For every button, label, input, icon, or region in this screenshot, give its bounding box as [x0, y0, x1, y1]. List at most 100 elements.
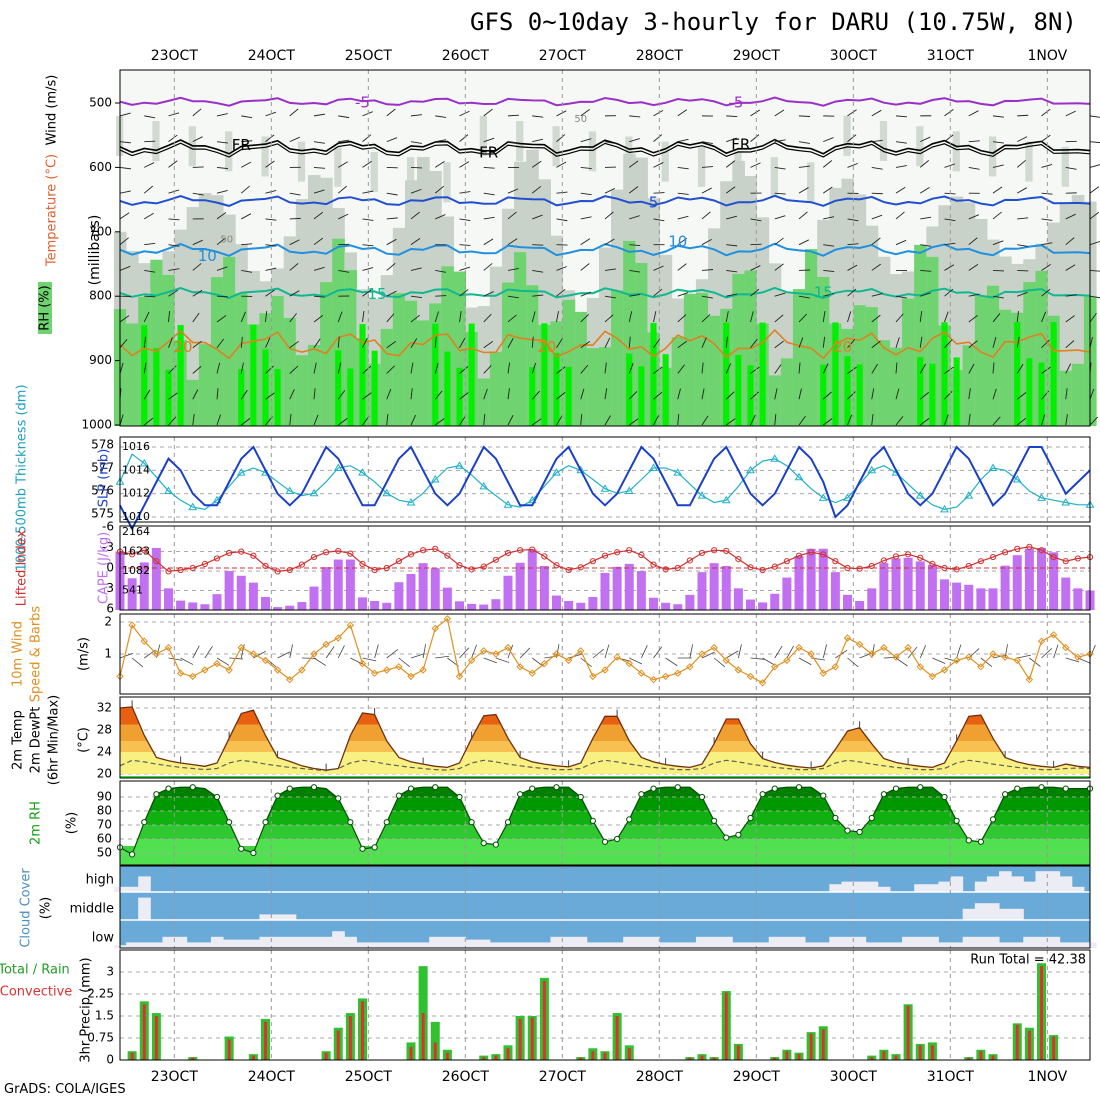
- cape-tick-3: 2164: [122, 525, 150, 538]
- wind-marker: [480, 647, 488, 655]
- li-marker: [977, 558, 984, 565]
- wind-barb: [823, 269, 835, 273]
- rh-band-high: [335, 350, 342, 426]
- wind-barb: [1065, 213, 1076, 220]
- rh-band-high: [747, 365, 754, 426]
- rh2m-marker: [1062, 785, 1069, 792]
- wind-barb: [434, 336, 437, 348]
- surface-barb: [774, 645, 783, 659]
- li-marker: [795, 552, 803, 559]
- cloud-mid-cell: [259, 914, 273, 920]
- wind-barb: [119, 190, 131, 194]
- rh2m-marker: [432, 784, 439, 791]
- wind-barb: [192, 366, 202, 374]
- temp-tick-2: 28: [97, 723, 112, 737]
- thickness-line-marker-70: [964, 491, 974, 499]
- date-label-bottom-8: 31OCT: [927, 1069, 975, 1085]
- wind-barb: [604, 415, 611, 426]
- thickness-line-marker-28: [455, 461, 464, 469]
- rh2m-marker: [589, 817, 596, 824]
- cape-bar: [127, 578, 137, 610]
- rh-band-upper: [734, 151, 742, 192]
- rh-band-high: [553, 352, 560, 426]
- wind-barb: [240, 389, 248, 400]
- cloud-high-cell: [999, 871, 1012, 892]
- li-marker: [808, 549, 815, 556]
- surface-barb: [907, 646, 918, 659]
- wind-marker: [831, 663, 840, 671]
- rh2m-marker: [892, 785, 900, 792]
- wind-barb: [1065, 166, 1077, 170]
- rh2m-marker: [517, 791, 524, 798]
- wind-barb: [410, 362, 414, 374]
- wind-marker: [395, 663, 403, 671]
- cloud-low-cell: [283, 936, 297, 948]
- wind-barb: [216, 388, 219, 400]
- wind-barb: [216, 237, 226, 246]
- cape-bar: [430, 568, 440, 610]
- li-marker: [1050, 553, 1057, 561]
- cloud-low-cell: [392, 942, 406, 948]
- wind-barb: [241, 213, 252, 220]
- precip-conv-bar: [264, 1021, 267, 1060]
- wind-barb: [920, 186, 930, 194]
- cloud-low-cell: [671, 942, 685, 948]
- cloud-high-cell: [938, 881, 952, 892]
- wind-barb: [386, 238, 397, 246]
- cape-bar: [588, 597, 598, 610]
- li-marker: [662, 566, 669, 573]
- isotherm-freezing: [119, 138, 1091, 155]
- rh2m-marker: [844, 827, 851, 834]
- wind-marker: [795, 643, 803, 652]
- rh-band-mid: [805, 249, 818, 426]
- wind-barb: [216, 414, 222, 426]
- rh2m-marker: [347, 819, 354, 826]
- wind-barb: [944, 163, 956, 168]
- cloud-high-cell: [1059, 876, 1073, 892]
- wind-barb: [701, 166, 714, 168]
- li-marker: [965, 562, 972, 570]
- isotherm-label-9: 15: [814, 283, 833, 301]
- rh2m-marker: [977, 838, 984, 845]
- wind-barb: [604, 187, 616, 194]
- cape-bar: [503, 575, 513, 610]
- precip-conv-bar: [700, 1055, 704, 1060]
- date-label-top-2: 25OCT: [345, 48, 393, 64]
- wind-barb: [434, 311, 439, 323]
- li-marker: [226, 549, 233, 557]
- cloud-low-cell: [174, 936, 188, 948]
- li-marker: [1074, 555, 1081, 562]
- rh-band-upper: [152, 121, 160, 162]
- wind-barb: [216, 113, 228, 117]
- temp-ylabel-unit: (°C): [77, 727, 92, 753]
- wind-marker: [952, 656, 961, 665]
- rh-band-mid: [671, 337, 685, 426]
- wind-marker: [383, 666, 391, 674]
- wind-barb: [871, 166, 883, 170]
- isotherm-15: [119, 286, 1091, 300]
- wind-barb: [847, 264, 858, 271]
- cape-bar: [964, 584, 974, 610]
- wind-barb: [192, 136, 203, 143]
- thickness-line-marker-40: [600, 484, 610, 492]
- rh-band-mid: [683, 293, 697, 426]
- cloud-low-cell: [720, 936, 733, 948]
- wind-barb: [386, 365, 395, 374]
- wind-barb: [143, 185, 153, 194]
- wind-barb: [532, 244, 544, 246]
- cloud-low-cell: [514, 942, 527, 948]
- wind-barb: [701, 295, 713, 299]
- rh-band-high: [468, 323, 475, 426]
- wind-barb: [944, 288, 954, 297]
- wind-barb: [459, 366, 469, 374]
- cape-bar: [685, 594, 695, 610]
- wind-marker: [552, 650, 561, 658]
- wind-barb: [192, 389, 199, 400]
- thickness-line-marker-66: [915, 491, 925, 499]
- wind-barb: [629, 269, 641, 273]
- wind-barb: [556, 266, 567, 271]
- cape-bar: [370, 600, 380, 610]
- li-marker: [601, 552, 609, 559]
- rh-band-mid: [198, 344, 212, 426]
- wind-barb: [313, 295, 325, 298]
